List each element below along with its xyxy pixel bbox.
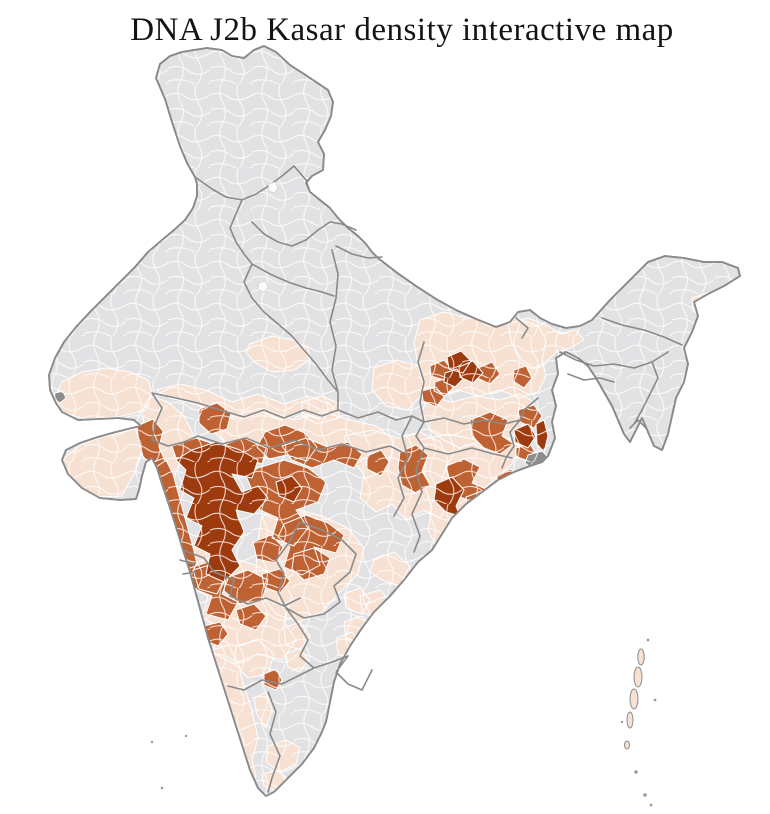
page-title: DNA J2b Kasar density interactive map [130, 12, 674, 48]
delhi-district[interactable] [257, 280, 269, 293]
country-border [48, 45, 741, 797]
chandigarh-district[interactable] [267, 181, 279, 194]
andaman-nicobar-islands[interactable] [624, 648, 645, 750]
small-island-dots [150, 638, 657, 807]
